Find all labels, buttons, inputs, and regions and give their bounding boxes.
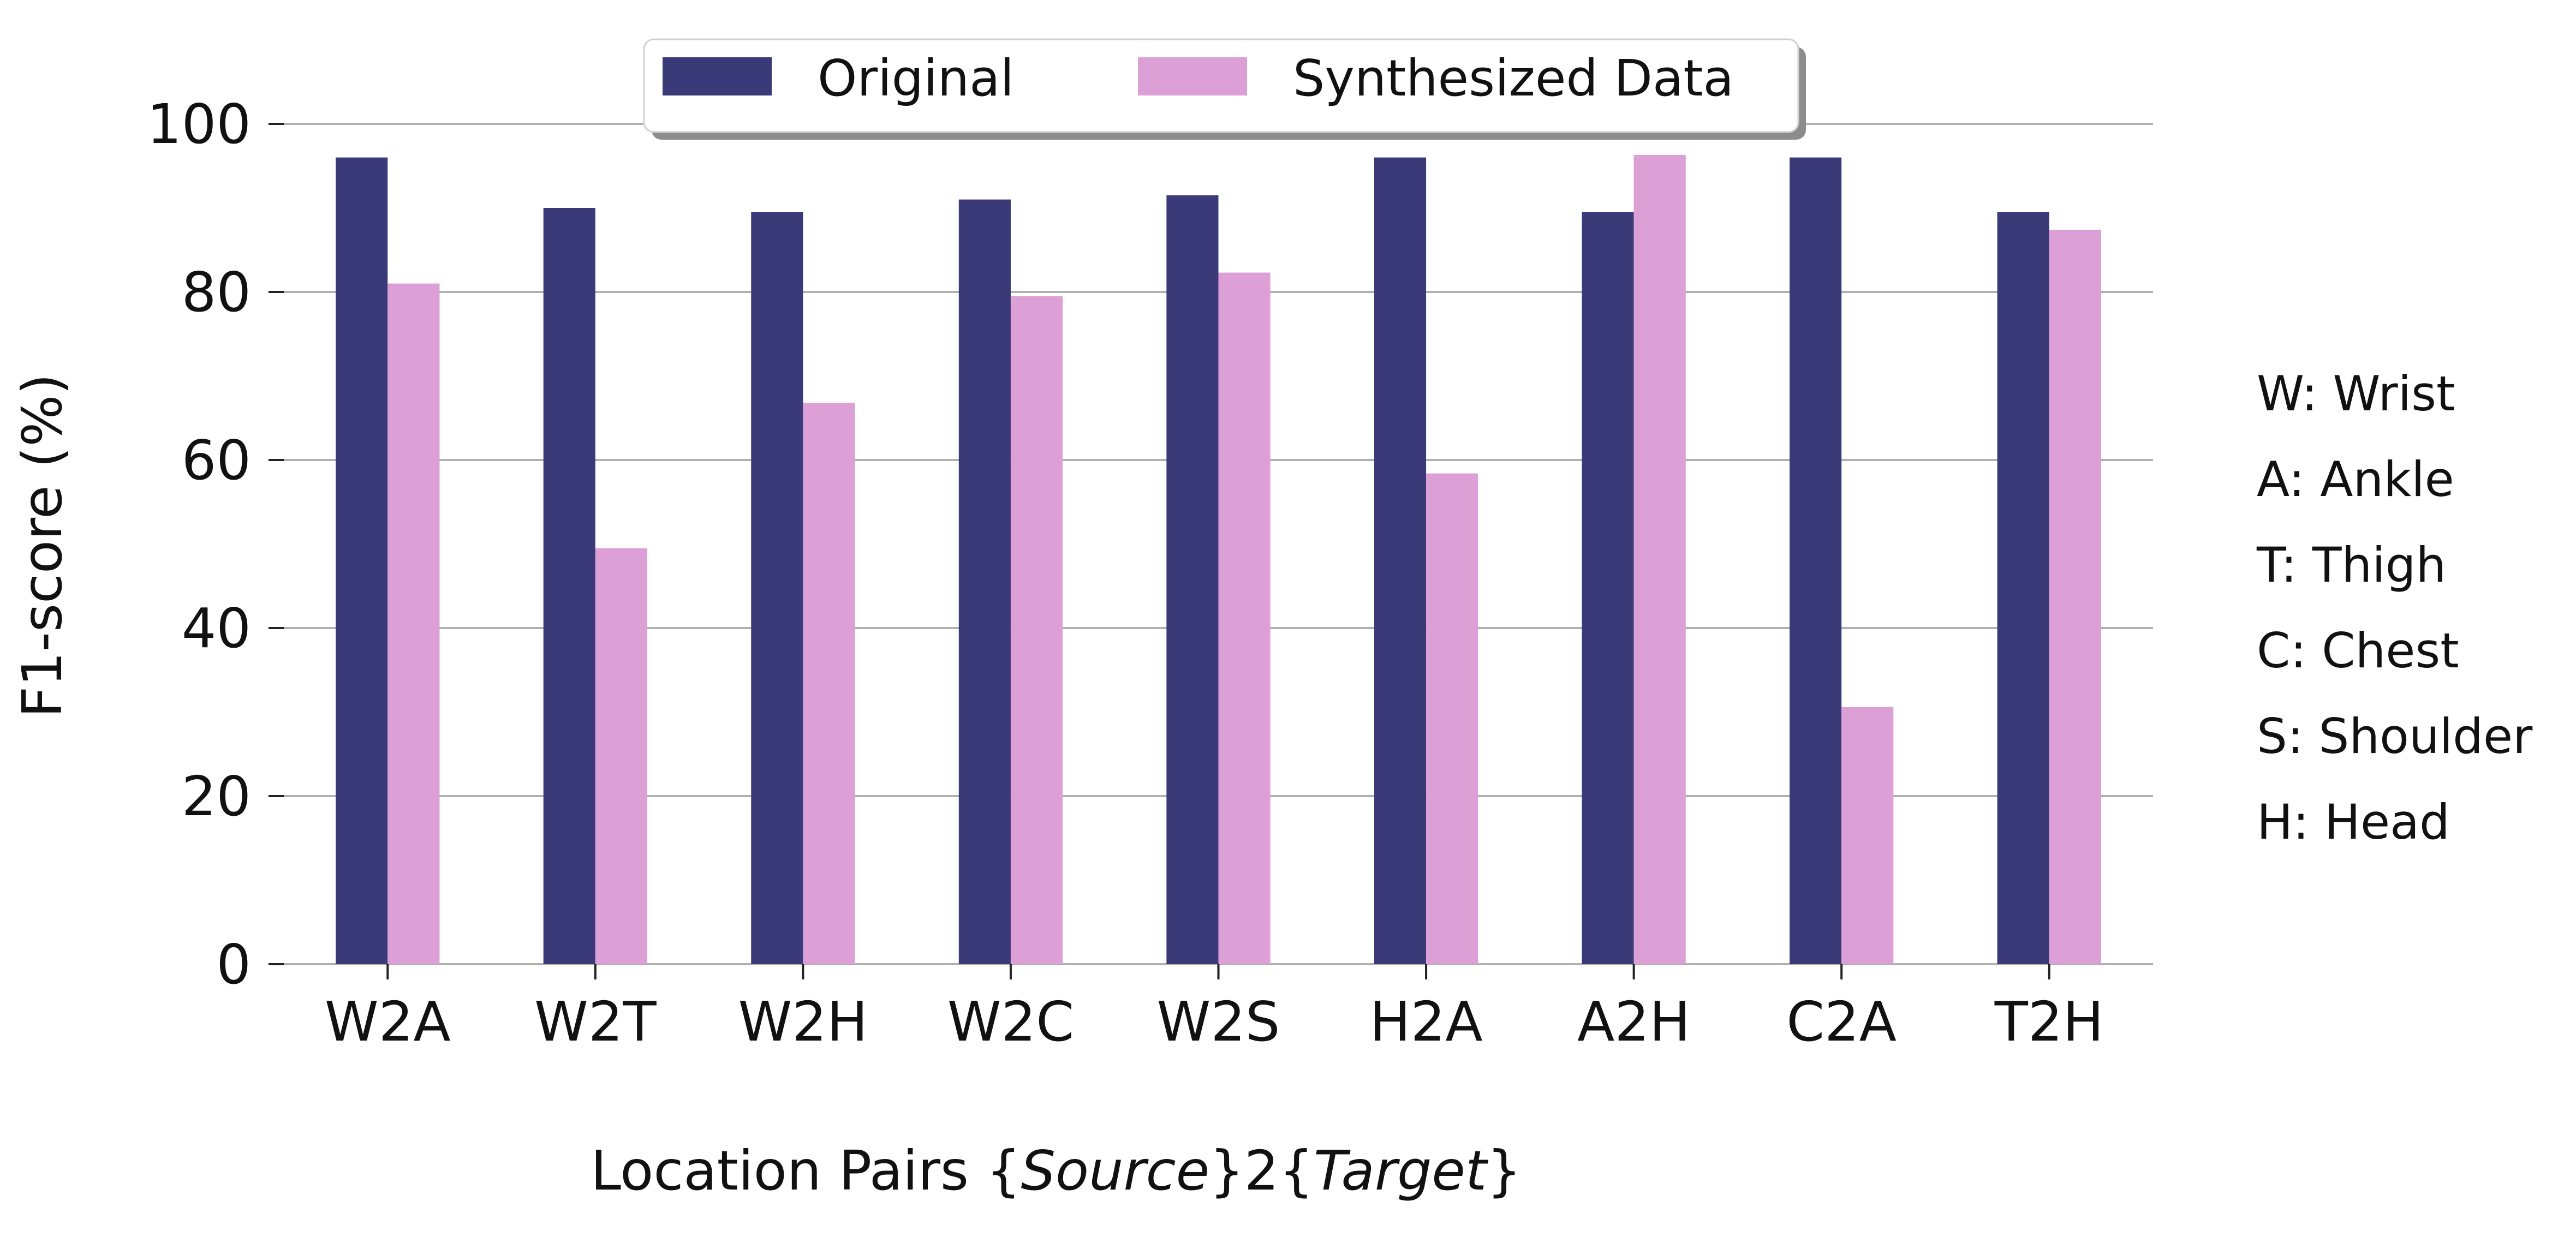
x-tick-label: H2A — [1369, 990, 1482, 1054]
bar-synthesized-t2h — [2049, 230, 2101, 964]
bar-original-w2c — [958, 199, 1011, 965]
x-axis-title-part: }2{ — [1209, 1139, 1314, 1203]
x-tick-label: W2T — [534, 990, 657, 1054]
x-axis-title-part: Target — [1314, 1139, 1489, 1203]
bar-original-w2t — [543, 208, 595, 964]
y-tick-label: 40 — [182, 596, 251, 660]
x-tick-label: W2C — [947, 990, 1074, 1054]
y-tick-label: 100 — [147, 92, 251, 156]
x-tick-label: C2A — [1786, 990, 1897, 1054]
x-axis-title-part: Location Pairs { — [591, 1139, 1021, 1203]
abbreviation-note: T: Thigh — [2256, 537, 2446, 593]
y-tick-label: 20 — [182, 764, 251, 828]
abbreviation-note: C: Chest — [2257, 623, 2459, 679]
y-tick-label: 0 — [216, 933, 251, 996]
x-tick-label: W2S — [1157, 990, 1280, 1054]
axes: 0 20 40 60 80 100 W2A W2T W2H W2C W2S H2A A2H C2A T2H — [147, 92, 2104, 1054]
x-tick-label: T2H — [1994, 990, 2104, 1054]
bar-original-w2h — [751, 212, 803, 965]
abbreviation-note: W: Wrist — [2257, 366, 2455, 422]
bar-synthesized-w2h — [803, 403, 855, 964]
bar-original-h2a — [1374, 157, 1427, 965]
bar-synthesized-w2s — [1218, 272, 1271, 965]
x-tick-label: W2A — [325, 990, 451, 1054]
y-axis-title: F1-score (%) — [10, 374, 74, 718]
bar-original-t2h — [1997, 212, 2049, 965]
x-tick-label: A2H — [1577, 990, 1690, 1054]
bar-original-w2s — [1166, 195, 1219, 964]
location-abbreviation-notes: W: Wrist A: Ankle T: Thigh C: Chest S: Shoul… — [2256, 366, 2533, 850]
bar-synthesized-a2h — [1633, 154, 1686, 965]
legend-swatch — [663, 57, 772, 95]
x-axis-title-part: Source — [1021, 1139, 1209, 1203]
abbreviation-note: A: Ankle — [2257, 451, 2454, 507]
x-axis-title: Location Pairs {Source}2{Target} — [591, 1139, 1522, 1203]
bars — [336, 154, 2101, 965]
bar-synthesized-w2t — [595, 548, 647, 964]
y-tick-label: 80 — [182, 260, 251, 324]
bar-synthesized-c2a — [1841, 707, 1894, 964]
legend-label: Synthesized Data — [1293, 49, 1734, 107]
bar-original-c2a — [1790, 157, 1842, 965]
legend-swatch — [1138, 57, 1247, 95]
x-axis-title-part: } — [1487, 1139, 1522, 1203]
bar-synthesized-w2c — [1010, 296, 1063, 965]
bar-synthesized-h2a — [1426, 473, 1478, 964]
y-tick-label: 60 — [182, 428, 251, 492]
legend: Original Synthesized Data — [643, 38, 1806, 140]
bar-synthesized-w2a — [387, 283, 440, 964]
abbreviation-note: S: Shoulder — [2257, 708, 2533, 764]
bar-original-a2h — [1582, 212, 1634, 965]
legend-label: Original — [818, 49, 1014, 107]
x-tick-label: W2H — [738, 990, 868, 1054]
abbreviation-note: H: Head — [2257, 794, 2450, 850]
bar-original-w2a — [336, 157, 388, 965]
